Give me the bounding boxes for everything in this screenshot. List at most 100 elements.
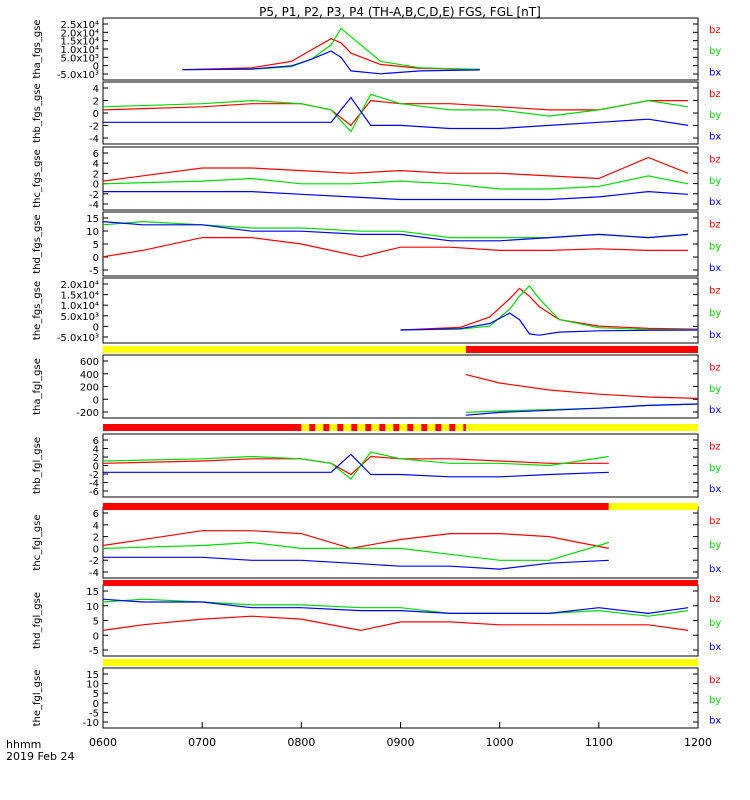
legend-bx: bx [709, 642, 721, 653]
y-tick-label: 2 [93, 97, 99, 108]
y-tick-label: 2.5x10⁴ [60, 20, 99, 31]
y-tick-label: 5 [93, 617, 99, 628]
x-tick-label: 0700 [188, 736, 216, 749]
legend-bx: bx [709, 263, 721, 274]
date-label: 2019 Feb 24 [6, 750, 74, 763]
y-tick-label: 5 [93, 240, 99, 251]
legend-bx: bx [709, 197, 721, 208]
y-tick-label: -4 [89, 479, 99, 490]
mode-bar-segment [103, 503, 609, 510]
legend-by: by [709, 110, 721, 121]
y-tick-label: 2 [93, 453, 99, 464]
series-bz [102, 615, 689, 632]
y-tick-label: 4 [93, 159, 99, 170]
y-tick-label: 5.0x10³ [60, 53, 99, 64]
y-tick-label: 0 [93, 109, 99, 120]
series-bz [400, 287, 699, 331]
panel-frame [102, 277, 699, 344]
panel-frame [102, 17, 699, 81]
series-bz [465, 374, 699, 399]
x-tick-label: 0800 [287, 736, 315, 749]
legend-bz: bz [709, 286, 721, 297]
legend-bz: bz [709, 220, 721, 231]
legend-by: by [709, 241, 721, 252]
legend-by: by [709, 695, 721, 706]
y-tick-label: -5 [89, 708, 99, 719]
panel-frame [102, 146, 699, 211]
series-bx [182, 50, 480, 75]
y-tick-label: 0 [93, 395, 99, 406]
y-tick-label: -6 [89, 487, 99, 498]
y-tick-label: 0 [93, 62, 99, 73]
legend-bx: bx [709, 131, 721, 142]
panel-stack: tha_fgs_gse 2.5x10⁴2.0x10⁴1.5x10⁴1.0x10⁴5… [32, 17, 721, 729]
panel-frame [102, 354, 699, 419]
series-by [102, 93, 689, 133]
panel-0: tha_fgs_gse 2.5x10⁴2.0x10⁴1.5x10⁴1.0x10⁴5… [32, 17, 721, 81]
legend-by: by [709, 540, 721, 551]
y-tick-label: 10 [86, 602, 99, 613]
panel-frame [102, 667, 699, 729]
panel-8: thd_fgl_gse 15 10 5 0 -5 bz by bx [32, 584, 721, 657]
y-tick-label: -5.0x10³ [57, 333, 99, 344]
panel-3: thd_fgs_gse 15 10 5 0 -5 bz by bx [32, 211, 721, 277]
series-by [102, 451, 609, 480]
y-tick-label: 2 [93, 169, 99, 180]
y-tick-label: 10 [86, 680, 99, 691]
y-tick-label: 0 [93, 180, 99, 191]
mode-bar-segment [103, 346, 466, 353]
mode-bar-segment [608, 503, 698, 510]
series-bx [103, 190, 689, 201]
figure-title: P5, P1, P2, P3, P4 (TH-A,B,C,D,E) FGS, F… [259, 5, 541, 19]
y-tick-label: 15 [86, 214, 99, 225]
legend-by: by [709, 176, 721, 187]
y-tick-label: 1.5x10⁴ [60, 37, 99, 48]
legend-bz: bz [709, 441, 721, 452]
series-by [102, 541, 609, 561]
y-tick-label: 4 [93, 445, 99, 456]
y-axis-label: thd_fgl_gse [32, 592, 43, 649]
panel-4: the_fgs_gse 2.0x10⁴1.5x10⁴1.0x10⁴5.0x10³0… [32, 277, 721, 344]
legend-bz: bz [709, 362, 721, 373]
series-bz [182, 38, 480, 71]
mode-bar-2 [103, 503, 698, 510]
legend-bz: bz [709, 89, 721, 100]
legend-bz: bz [709, 594, 721, 605]
y-tick-label: 6 [93, 436, 99, 447]
y-tick-label: 2.0x10⁴ [60, 28, 99, 39]
series-bx [103, 556, 609, 570]
mode-bar-1 [103, 424, 698, 431]
y-tick-label: 400 [80, 370, 99, 381]
time-axis-label: hhmm [6, 738, 41, 751]
y-tick-label: 0 [93, 253, 99, 264]
y-tick-label: 0 [93, 462, 99, 473]
y-tick-label: 6 [93, 149, 99, 160]
series-by [400, 284, 699, 331]
series-bx [102, 598, 689, 615]
legend-by: by [709, 618, 721, 629]
y-tick-label: 1.0x10⁴ [60, 45, 99, 56]
legend-bx: bx [709, 405, 721, 416]
y-tick-label: -2 [89, 122, 99, 133]
panel-1: thb_fgs_gse 4 20 -2-4 bz by bx [32, 81, 721, 145]
y-tick-label: 1.5x10⁴ [60, 291, 99, 302]
x-tick-label: 0600 [89, 736, 117, 749]
y-tick-label: 2 [93, 533, 99, 544]
panel-frame [102, 81, 699, 145]
legend-by: by [709, 384, 721, 395]
legend-bx: bx [709, 67, 721, 78]
y-tick-label: 4 [93, 521, 99, 532]
y-tick-label: 15 [86, 587, 99, 598]
mode-bar-segment [103, 659, 698, 666]
series-bx [103, 453, 609, 478]
y-tick-label: 0 [93, 699, 99, 710]
legend-bz: bz [709, 25, 721, 36]
legend-bx: bx [709, 716, 721, 727]
y-tick-label: 6 [93, 509, 99, 520]
legend-bz: bz [709, 675, 721, 686]
series-bx [465, 403, 699, 416]
legend-bx: bx [709, 564, 721, 575]
